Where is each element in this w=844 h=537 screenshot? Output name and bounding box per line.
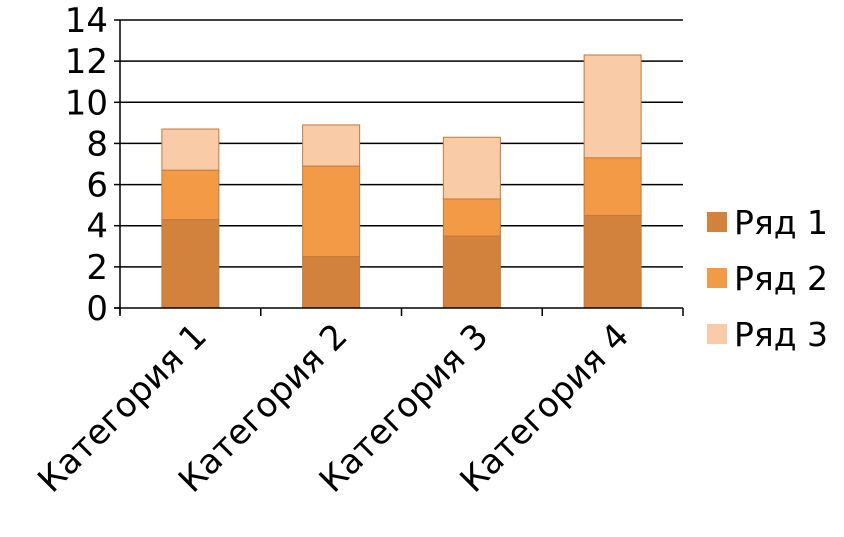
legend-swatch — [707, 212, 727, 232]
bar-segment — [161, 169, 220, 221]
bar-segment — [161, 128, 220, 171]
y-tick-label: 6 — [86, 166, 108, 206]
y-tick-label: 4 — [86, 207, 108, 247]
bar-segment — [583, 54, 642, 159]
legend-label: Ряд 3 — [734, 315, 828, 354]
y-tick-label: 14 — [65, 1, 108, 41]
bar-segment — [302, 165, 361, 258]
y-tick-label: 12 — [65, 42, 108, 82]
y-tick-label: 0 — [86, 289, 108, 329]
legend: Ряд 1 Ряд 2 Ряд 3 — [707, 203, 828, 354]
legend-label: Ряд 2 — [734, 259, 828, 298]
bar-segment — [442, 136, 501, 200]
bar-segment — [302, 124, 361, 167]
bar-segment — [302, 256, 361, 309]
legend-swatch — [707, 268, 727, 288]
bar-segment — [583, 157, 642, 216]
legend-label: Ряд 1 — [734, 203, 828, 242]
bars — [161, 54, 642, 309]
bar-segment — [442, 235, 501, 309]
y-tick-label: 10 — [65, 83, 108, 123]
legend-swatch — [707, 324, 727, 344]
y-tick-label: 8 — [86, 124, 108, 164]
y-tick-label: 2 — [86, 248, 108, 288]
bar-segment — [442, 198, 501, 237]
bar-segment — [583, 214, 642, 309]
bar-segment — [161, 219, 220, 309]
axes — [114, 19, 684, 316]
